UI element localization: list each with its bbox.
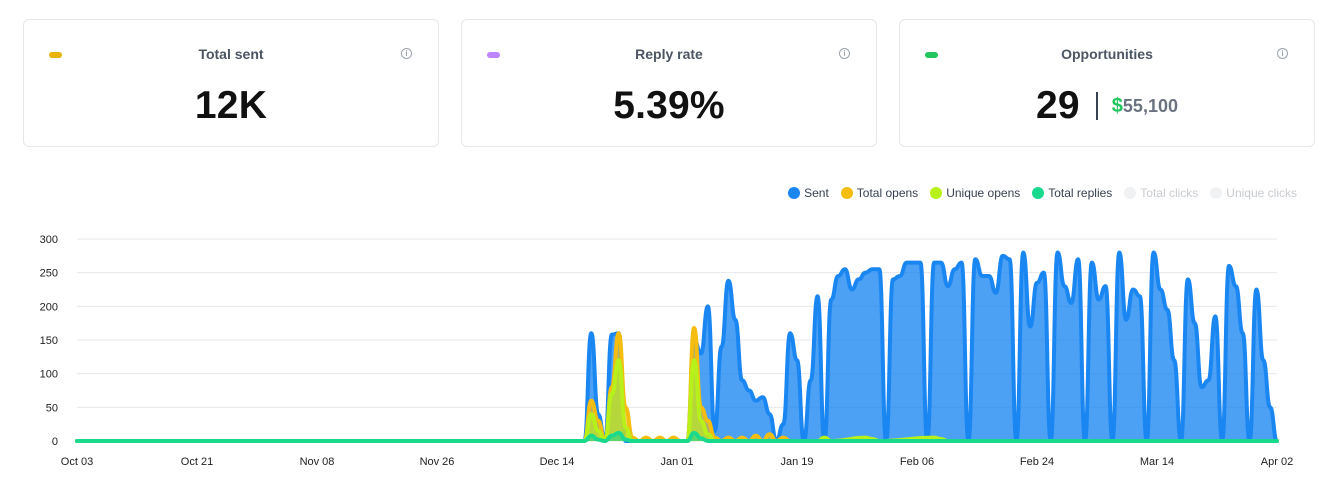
- y-tick-label: 0: [52, 436, 58, 448]
- legend-swatch: [1124, 187, 1137, 199]
- y-tick-label: 250: [40, 268, 58, 280]
- info-icon[interactable]: i: [1277, 48, 1288, 59]
- opportunities-amount: $55,100: [1112, 95, 1178, 118]
- amount-value: 55,100: [1122, 95, 1178, 116]
- y-tick-label: 50: [46, 402, 58, 414]
- series-line-total-replies: [75, 430, 1279, 444]
- dollar-sign: $: [1111, 94, 1123, 117]
- legend-label: Total clicks: [1140, 186, 1199, 200]
- x-tick-label: Feb 24: [1020, 456, 1054, 468]
- x-tick-label: Apr 02: [1261, 456, 1293, 468]
- series-line-unique-opens: [75, 358, 1279, 444]
- x-tick-label: Feb 06: [900, 456, 934, 468]
- legend-label: Total opens: [856, 186, 919, 200]
- y-tick-label: 200: [40, 301, 58, 313]
- opportunities-values: 29 $55,100: [900, 84, 1314, 128]
- legend-swatch: [840, 187, 853, 199]
- reply-rate-title: Reply rate: [635, 46, 703, 62]
- total-sent-color-pill: [49, 52, 62, 58]
- legend-item-unique-opens[interactable]: Unique opens: [930, 186, 1020, 200]
- legend-label: Unique clicks: [1226, 186, 1297, 200]
- x-tick-label: Jan 19: [780, 456, 813, 468]
- y-tick-label: 150: [40, 335, 58, 347]
- series-area-sent: [77, 252, 1277, 441]
- opportunities-card: Opportunities i 29 $55,100: [899, 19, 1315, 147]
- legend-label: Sent: [804, 186, 829, 200]
- opportunities-color-pill: [925, 52, 938, 58]
- x-tick-label: Nov 08: [300, 456, 335, 468]
- y-tick-label: 100: [40, 369, 58, 381]
- info-icon[interactable]: i: [839, 48, 850, 59]
- opportunities-count: 29: [1036, 84, 1080, 127]
- y-tick-label: 300: [40, 234, 58, 246]
- x-tick-label: Oct 03: [61, 456, 93, 468]
- legend-item-unique-clicks[interactable]: Unique clicks: [1210, 186, 1297, 200]
- legend-swatch: [788, 187, 801, 199]
- total-sent-value: 12K: [194, 84, 268, 127]
- legend-swatch: [1032, 187, 1045, 199]
- reply-rate-color-pill: [487, 52, 500, 58]
- total-sent-card: Total sent i 12K: [23, 19, 439, 147]
- divider: [1095, 92, 1098, 120]
- x-tick-label: Jan 01: [660, 456, 693, 468]
- x-tick-label: Mar 14: [1140, 456, 1174, 468]
- x-tick-label: Oct 21: [181, 456, 213, 468]
- legend-label: Total replies: [1048, 186, 1113, 200]
- legend-item-total-opens[interactable]: Total opens: [840, 186, 919, 200]
- reply-rate-value: 5.39%: [613, 84, 725, 127]
- total-sent-title: Total sent: [198, 46, 264, 62]
- x-tick-label: Nov 26: [420, 456, 455, 468]
- legend-swatch: [1210, 187, 1223, 199]
- legend-swatch: [930, 187, 943, 199]
- opportunities-title: Opportunities: [1061, 46, 1153, 62]
- legend-item-total-replies[interactable]: Total replies: [1032, 186, 1112, 200]
- legend-item-total-clicks[interactable]: Total clicks: [1124, 186, 1198, 200]
- series-line-sent: [75, 250, 1279, 444]
- reply-rate-card: Reply rate i 5.39%: [461, 19, 877, 147]
- x-tick-label: Dec 14: [540, 456, 575, 468]
- chart-legend: Sent Total opens Unique opens Total replies…: [776, 186, 1297, 200]
- info-icon[interactable]: i: [401, 48, 412, 59]
- legend-label: Unique opens: [946, 186, 1021, 200]
- legend-item-sent[interactable]: Sent: [788, 186, 829, 200]
